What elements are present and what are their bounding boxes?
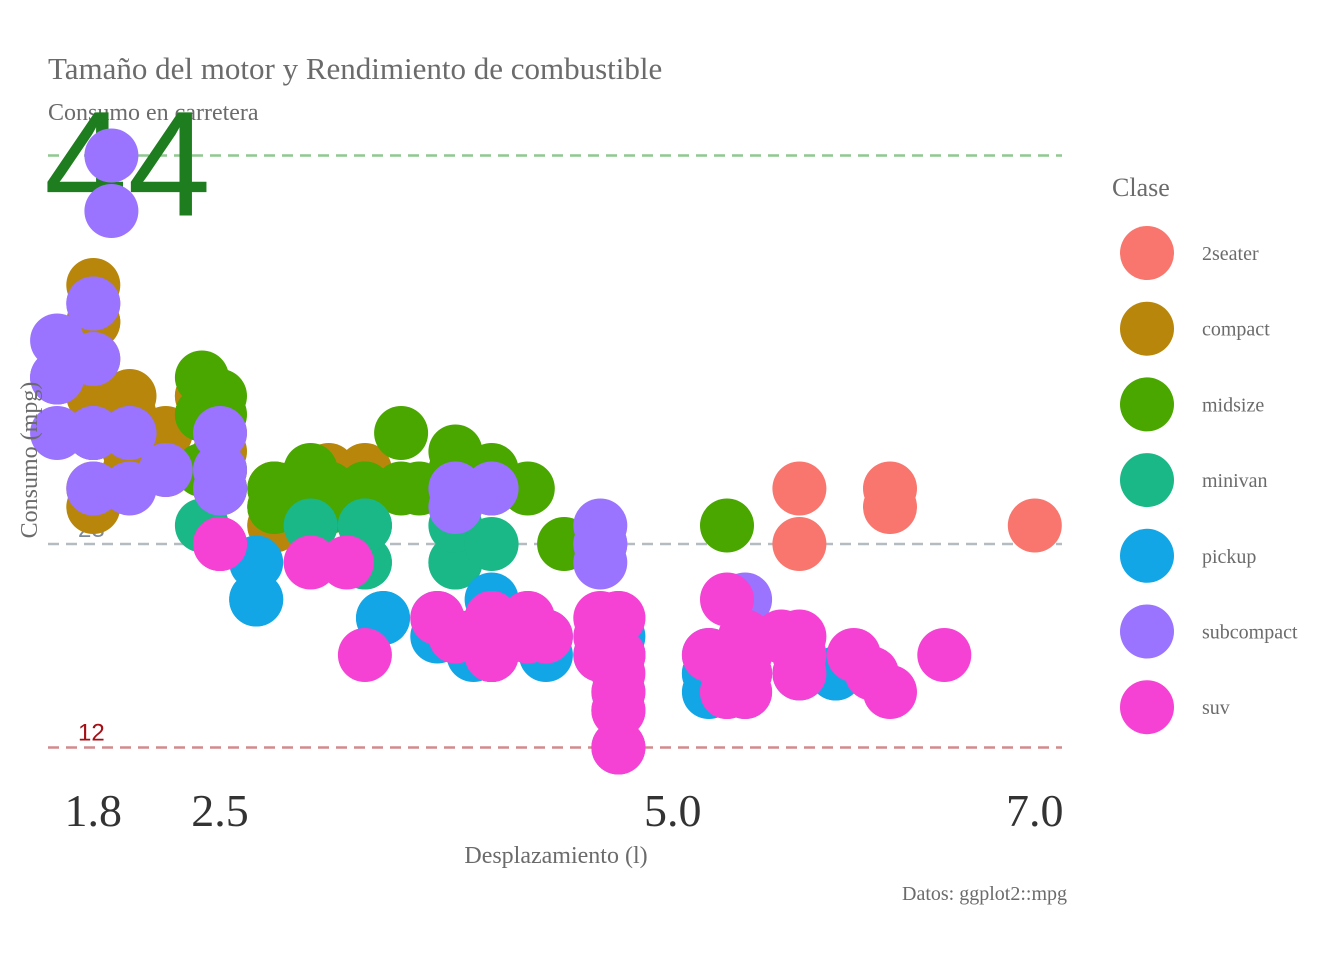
x-tick-label: 5.0 bbox=[644, 785, 702, 836]
point-subcompact bbox=[30, 313, 85, 368]
point-midsize bbox=[283, 443, 338, 497]
legend-key-2seater bbox=[1120, 226, 1174, 280]
legend-label-subcompact: subcompact bbox=[1202, 622, 1298, 644]
chart-subtitle: Consumo en carretera bbox=[48, 100, 259, 126]
legend-key-subcompact bbox=[1120, 604, 1174, 659]
point-suv bbox=[193, 517, 247, 571]
point-suv bbox=[500, 591, 555, 645]
point-suv bbox=[591, 683, 646, 738]
point-subcompact bbox=[30, 350, 85, 405]
point-subcompact bbox=[66, 276, 121, 331]
point-subcompact bbox=[193, 406, 247, 460]
point-2seater bbox=[863, 480, 917, 534]
point-subcompact bbox=[138, 443, 193, 497]
point-subcompact bbox=[66, 461, 121, 516]
point-suv bbox=[410, 591, 465, 645]
point-suv bbox=[772, 609, 827, 664]
x-tick-label: 7.0 bbox=[1006, 785, 1064, 836]
legend-key-midsize bbox=[1120, 377, 1174, 432]
point-subcompact bbox=[84, 184, 139, 238]
point-midsize bbox=[374, 406, 429, 460]
legend-title: Clase bbox=[1112, 173, 1170, 202]
point-subcompact bbox=[193, 443, 247, 497]
legend-label-compact: compact bbox=[1202, 319, 1270, 341]
legend-key-minivan bbox=[1120, 453, 1174, 508]
point-minivan bbox=[464, 517, 519, 571]
points-layer bbox=[30, 128, 1062, 775]
x-ticks-layer: 1.8 2.5 5.0 7.0 bbox=[65, 785, 1064, 836]
point-2seater bbox=[1007, 498, 1062, 553]
legend-label-minivan: minivan bbox=[1202, 470, 1268, 492]
point-pickup bbox=[229, 572, 284, 627]
point-midsize bbox=[374, 461, 429, 516]
point-minivan bbox=[283, 498, 338, 553]
y-axis-title: Consumo (mpg) bbox=[17, 382, 43, 539]
point-suv bbox=[591, 720, 646, 775]
point-suv bbox=[826, 628, 881, 682]
point-suv bbox=[863, 665, 917, 719]
point-midsize bbox=[174, 350, 229, 405]
legend-key-pickup bbox=[1120, 528, 1174, 583]
legend-label-suv: suv bbox=[1202, 697, 1230, 719]
legend-key-compact bbox=[1120, 301, 1174, 356]
point-suv bbox=[772, 646, 827, 701]
legend-label-pickup: pickup bbox=[1202, 546, 1256, 568]
point-2seater bbox=[772, 461, 827, 516]
point-subcompact bbox=[84, 128, 139, 183]
legend: Clase 2seater compact midsize minivan pickup… bbox=[1112, 173, 1298, 735]
point-suv bbox=[464, 628, 519, 682]
point-suv bbox=[718, 646, 773, 701]
point-suv bbox=[319, 535, 374, 590]
point-subcompact bbox=[66, 406, 121, 460]
chart-title: Tamaño del motor y Rendimiento de combus… bbox=[48, 51, 662, 86]
chart-caption: Datos: ggplot2::mpg bbox=[902, 883, 1067, 905]
legend-label-2seater: 2seater bbox=[1202, 243, 1259, 265]
point-suv bbox=[573, 609, 628, 664]
point-subcompact bbox=[464, 461, 519, 516]
point-subcompact bbox=[573, 517, 628, 571]
point-suv bbox=[917, 628, 972, 682]
reference-label-12: 12 bbox=[78, 720, 105, 747]
x-tick-label: 1.8 bbox=[65, 785, 123, 836]
legend-label-midsize: midsize bbox=[1202, 394, 1264, 416]
point-midsize bbox=[700, 498, 754, 553]
point-suv bbox=[718, 609, 773, 664]
x-axis-title: Desplazamiento (l) bbox=[464, 843, 647, 869]
x-tick-label: 2.5 bbox=[191, 785, 249, 836]
legend-key-suv bbox=[1120, 680, 1174, 735]
point-2seater bbox=[772, 517, 827, 571]
point-suv bbox=[337, 628, 392, 682]
